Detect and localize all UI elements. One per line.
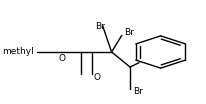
Text: O: O: [58, 54, 65, 63]
Text: Br: Br: [133, 87, 143, 95]
Text: O: O: [93, 74, 100, 82]
Text: Br: Br: [124, 28, 133, 37]
Text: methyl: methyl: [2, 48, 34, 56]
Text: Br: Br: [96, 22, 105, 31]
